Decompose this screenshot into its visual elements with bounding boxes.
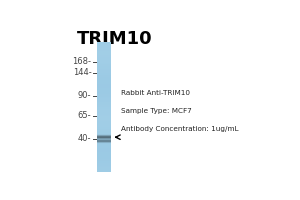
- Text: 65-: 65-: [78, 111, 92, 120]
- Text: 144-: 144-: [73, 68, 92, 77]
- Text: Antibody Concentration: 1ug/mL: Antibody Concentration: 1ug/mL: [121, 126, 239, 132]
- Text: 40-: 40-: [78, 134, 92, 143]
- Text: TRIM10: TRIM10: [76, 30, 152, 48]
- Text: Rabbit Anti-TRIM10: Rabbit Anti-TRIM10: [121, 90, 190, 96]
- Text: 90-: 90-: [78, 91, 92, 100]
- Text: 168-: 168-: [72, 57, 92, 66]
- Text: Sample Type: MCF7: Sample Type: MCF7: [121, 108, 192, 114]
